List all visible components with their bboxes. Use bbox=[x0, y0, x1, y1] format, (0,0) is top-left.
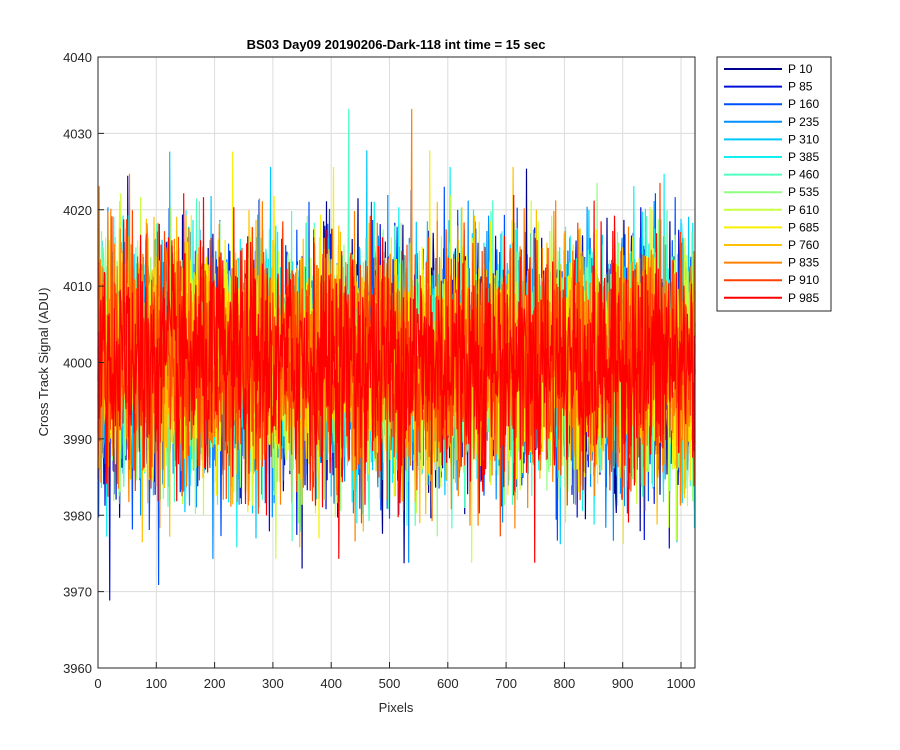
y-tick-label: 4000 bbox=[63, 356, 92, 371]
legend-label: P 610 bbox=[788, 203, 819, 217]
legend-label: P 385 bbox=[788, 150, 819, 164]
legend-label: P 535 bbox=[788, 185, 819, 199]
x-axis: 0 100 200 300 400 500 600 700 800 900 1000 bbox=[94, 662, 695, 691]
legend: P 10 P 85 P 160 P 235 P 310 P 385 P 460 P 535 P … bbox=[716, 56, 832, 312]
x-tick-label: 0 bbox=[94, 676, 101, 691]
chart-title: BS03 Day09 20190206-Dark-118 int time = … bbox=[247, 37, 546, 52]
y-tick-label: 3990 bbox=[63, 432, 92, 447]
y-tick-label: 3980 bbox=[63, 508, 92, 523]
x-tick-label: 700 bbox=[495, 676, 517, 691]
legend-label: P 85 bbox=[788, 80, 813, 94]
y-tick-label: 4020 bbox=[63, 203, 92, 218]
x-tick-label: 200 bbox=[204, 676, 226, 691]
x-tick-label: 500 bbox=[379, 676, 401, 691]
legend-label: P 460 bbox=[788, 168, 819, 182]
x-tick-label: 400 bbox=[320, 676, 342, 691]
legend-label: P 835 bbox=[788, 256, 819, 270]
legend-box bbox=[716, 56, 832, 312]
series-lines bbox=[97, 108, 696, 601]
legend-label: P 760 bbox=[788, 238, 819, 252]
x-tick-label: 900 bbox=[612, 676, 634, 691]
x-tick-label: 100 bbox=[145, 676, 167, 691]
legend-label: P 985 bbox=[788, 291, 819, 305]
y-tick-label: 4040 bbox=[63, 50, 92, 65]
legend-label: P 10 bbox=[788, 62, 813, 76]
x-tick-label: 800 bbox=[554, 676, 576, 691]
y-axis: 3960 3970 3980 3990 4000 4010 4020 4030 4040 bbox=[63, 50, 104, 676]
legend-label: P 310 bbox=[788, 132, 819, 146]
y-axis-label: Cross Track Signal (ADU) bbox=[36, 288, 51, 437]
legend-label: P 235 bbox=[788, 115, 819, 129]
x-axis-label: Pixels bbox=[379, 700, 414, 715]
legend-label: P 685 bbox=[788, 220, 819, 234]
legend-label: P 910 bbox=[788, 273, 819, 287]
y-tick-label: 3970 bbox=[63, 585, 92, 600]
y-tick-label: 4010 bbox=[63, 279, 92, 294]
legend-label: P 160 bbox=[788, 97, 819, 111]
x-tick-label: 1000 bbox=[667, 676, 696, 691]
x-tick-label: 600 bbox=[437, 676, 459, 691]
y-tick-label: 4030 bbox=[63, 126, 92, 141]
y-tick-label: 3960 bbox=[63, 661, 92, 676]
series-line bbox=[97, 193, 696, 563]
x-tick-label: 300 bbox=[262, 676, 284, 691]
